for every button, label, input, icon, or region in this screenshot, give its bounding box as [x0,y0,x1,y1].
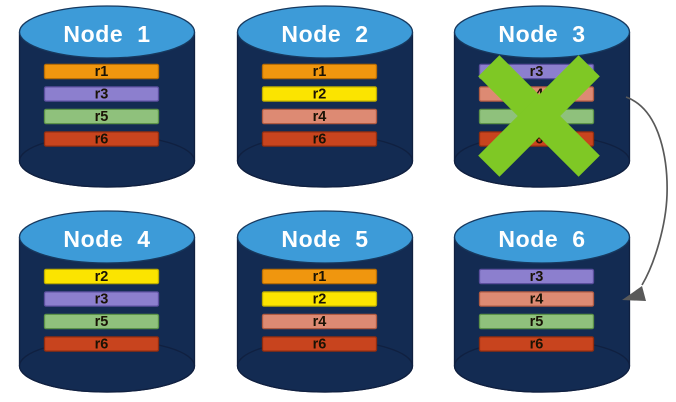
svg-text:r4: r4 [313,314,327,330]
svg-text:r6: r6 [95,132,109,148]
svg-text:r1: r1 [95,64,109,80]
svg-text:r5: r5 [530,109,544,125]
svg-text:Node 6: Node 6 [498,226,585,252]
svg-text:r3: r3 [95,292,109,308]
svg-text:r3: r3 [530,269,544,285]
svg-text:r6: r6 [95,337,109,353]
svg-text:r1: r1 [313,64,327,80]
svg-text:r6: r6 [530,132,544,148]
svg-text:r3: r3 [95,87,109,103]
svg-text:Node 1: Node 1 [63,21,150,47]
svg-text:r5: r5 [530,314,544,330]
svg-text:r5: r5 [95,314,109,330]
svg-text:r6: r6 [530,337,544,353]
svg-text:r2: r2 [313,292,327,308]
svg-text:r4: r4 [313,109,327,125]
svg-text:Node 4: Node 4 [63,226,150,252]
svg-text:Node 5: Node 5 [281,226,368,252]
svg-text:r1: r1 [313,269,327,285]
svg-text:r6: r6 [313,337,327,353]
svg-text:r4: r4 [530,87,544,103]
svg-text:r2: r2 [313,87,327,103]
svg-text:r6: r6 [313,132,327,148]
svg-text:r2: r2 [95,269,109,285]
svg-text:Node 3: Node 3 [498,21,585,47]
svg-text:r4: r4 [530,292,544,308]
svg-text:r3: r3 [530,64,544,80]
svg-text:r5: r5 [95,109,109,125]
svg-text:Node 2: Node 2 [281,21,368,47]
